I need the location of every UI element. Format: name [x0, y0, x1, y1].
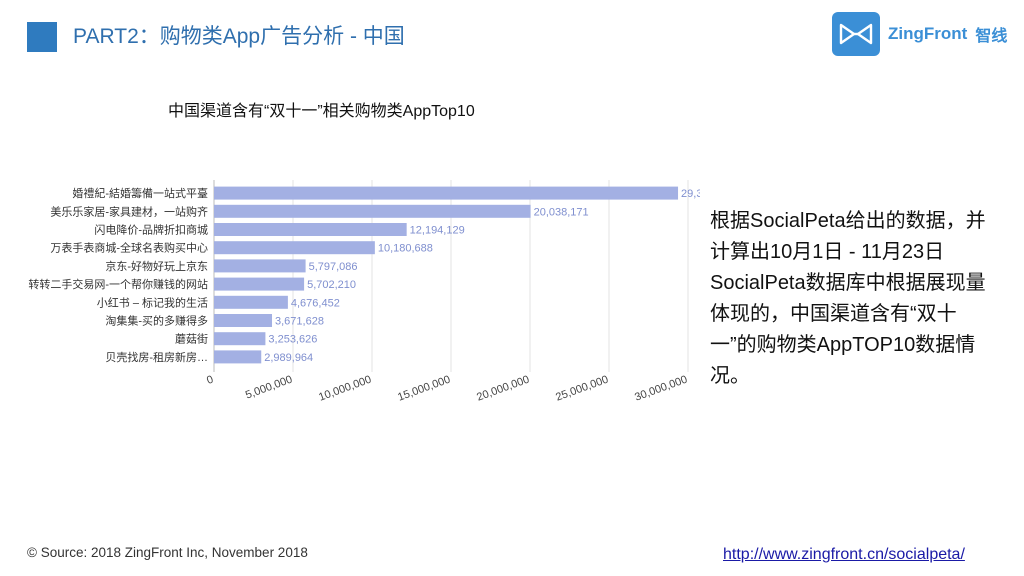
bar [214, 241, 375, 255]
bar [214, 350, 262, 364]
x-tick-label: 5,000,000 [244, 374, 294, 402]
data-label: 5,797,086 [309, 261, 358, 273]
data-label: 10,180,688 [378, 243, 433, 255]
x-tick-label: 15,000,000 [396, 374, 452, 404]
description-text: 根据SocialPeta给出的数据，并计算出10月1日 - 11月23日Soci… [710, 210, 986, 387]
chart-title: 中国渠道含有“双十一”相关购物类AppTop10 [168, 103, 475, 120]
data-label: 29,369,303 [681, 188, 700, 200]
category-label: 美乐乐家居-家具建材，一站购齐 [50, 204, 208, 218]
category-label: 京东-好物好玩上京东 [105, 259, 208, 273]
data-label: 4,676,452 [291, 297, 340, 309]
page-title: PART2：购物类App广告分析 - 中国 [73, 25, 405, 48]
zingfront-logo: ZingFront 智线 [832, 12, 1007, 56]
category-label: 婚禮紀-結婚籌備一站式平臺 [72, 186, 208, 200]
x-tick-label: 0 [205, 374, 215, 387]
category-label: 贝壳找房-租房新房… [105, 350, 208, 364]
data-label: 2,989,964 [264, 352, 313, 364]
x-tick-label: 10,000,000 [317, 374, 373, 404]
source-note: © Source: 2018 ZingFront Inc, November 2… [27, 545, 308, 560]
bar [214, 259, 306, 273]
source-link[interactable]: http://www.zingfront.cn/socialpeta/ [723, 546, 965, 563]
bar-chart: 0 5,000,000 10,000,000 15,000,000 20,000,000… [28, 180, 700, 404]
bar [214, 204, 531, 218]
data-label: 12,194,129 [410, 225, 465, 237]
x-tick-label: 30,000,000 [633, 374, 689, 404]
x-tick-label: 20,000,000 [475, 374, 531, 404]
logo-text: ZingFront [888, 24, 968, 43]
category-label: 蘑菇街 [175, 332, 208, 346]
category-label: 小红书 – 标记我的生活 [97, 295, 208, 309]
logo-cn-text: 智线 [975, 28, 1008, 45]
data-label: 5,702,210 [307, 279, 356, 291]
bar [214, 295, 288, 309]
data-label: 3,671,628 [275, 316, 324, 328]
zingfront-bowtie-icon [832, 12, 880, 56]
data-label: 20,038,171 [534, 206, 589, 218]
bar [214, 186, 679, 200]
data-label: 3,253,626 [268, 334, 317, 346]
category-label: 淘集集-买的多赚得多 [105, 314, 208, 328]
x-tick-label: 25,000,000 [554, 374, 610, 404]
category-label: 转转二手交易网-一个帮你赚钱的网站 [28, 277, 208, 291]
bar [214, 277, 305, 291]
category-label: 闪电降价-品牌折扣商城 [94, 223, 208, 237]
title-marker [27, 22, 57, 52]
bar [214, 223, 407, 236]
bar [214, 314, 273, 327]
category-label: 万表手表商城-全球名表购买中心 [50, 241, 208, 255]
bar [214, 332, 266, 346]
